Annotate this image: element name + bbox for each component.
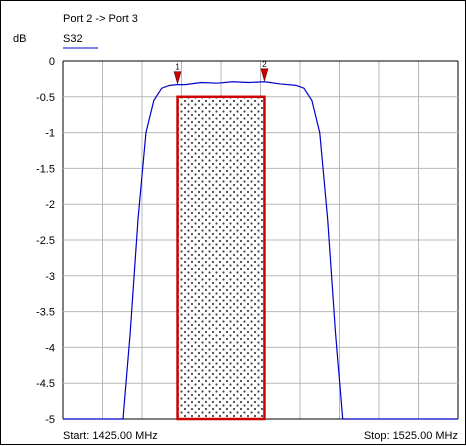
y-tick-label: -0.5 [36, 92, 55, 104]
y-tick-label: -1.5 [36, 163, 55, 175]
y-tick-label: -1 [45, 128, 55, 140]
y-tick-labels: 0 -0.5 -1 -1.5 -2 -2.5 -3 -3.5 -4 -4.5 -5 [36, 56, 55, 426]
series-line-s32 [63, 81, 458, 420]
series-layer [63, 81, 458, 420]
y-axis-label: dB [13, 33, 26, 45]
y-tick-label: -3.5 [36, 307, 55, 319]
mask-region [176, 95, 266, 421]
y-tick-label: -3 [45, 271, 55, 283]
y-tick-label: -4.5 [36, 378, 55, 390]
y-tick-label: -4 [45, 342, 55, 354]
y-tick-label: -5 [45, 414, 55, 426]
y-tick-label: -2 [45, 199, 55, 211]
y-tick-label: -2.5 [36, 235, 55, 247]
marker-2-icon [260, 68, 269, 82]
y-tick-label: 0 [49, 56, 55, 68]
mask-rectangle [176, 95, 266, 421]
stop-frequency-label: Stop: 1525.00 MHz [364, 430, 458, 442]
marker-1-icon [173, 71, 182, 85]
marker-2-label: 2 [262, 60, 267, 69]
chart-title: Port 2 -> Port 3 [63, 13, 138, 25]
marker-1-label: 1 [175, 63, 180, 72]
legend-label-s32: S32 [63, 33, 83, 45]
start-frequency-label: Start: 1425.00 MHz [63, 430, 158, 442]
